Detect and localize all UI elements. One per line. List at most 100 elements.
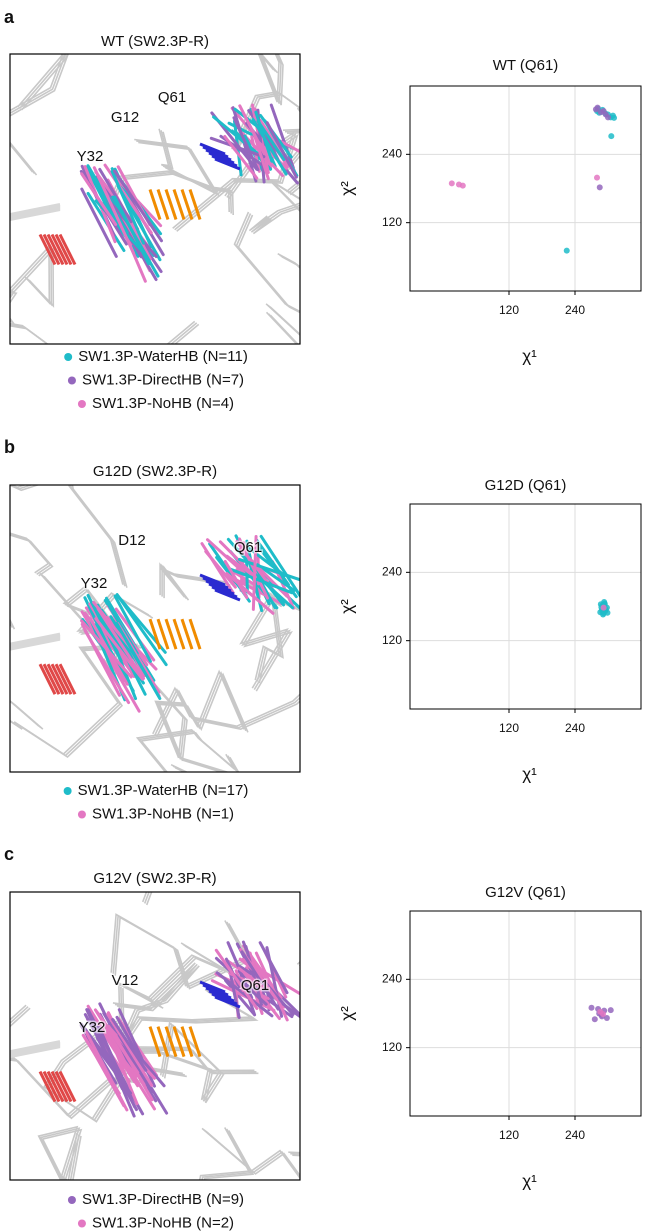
image-frame [9, 891, 301, 1181]
backbone-trace [159, 1021, 255, 1101]
residue-label: D12 [118, 532, 146, 549]
legend-label: SW1.3P-NoHB (N=1) [92, 805, 234, 822]
backbone-trace [116, 965, 200, 1034]
side-chain [237, 557, 300, 582]
side-chain [251, 117, 288, 176]
y-tick-label: 240 [382, 147, 402, 161]
residue-label: Y32 [77, 148, 104, 165]
nitrogen [211, 585, 238, 599]
backbone-trace [13, 643, 138, 756]
phosphate [188, 1026, 202, 1058]
side-chain [224, 979, 256, 1016]
backbone-trace [203, 1130, 255, 1180]
side-chain [214, 956, 268, 1006]
side-chain [212, 115, 259, 155]
side-chain [259, 534, 300, 599]
side-chain [113, 195, 151, 266]
residue-label: Q61 [241, 977, 269, 994]
side-chain [226, 566, 294, 595]
point [448, 180, 455, 187]
nitrogen [199, 573, 226, 587]
side-chain [88, 617, 129, 686]
side-chain [115, 621, 162, 700]
panel-label: b [4, 437, 15, 457]
residue-label: Q61 [158, 89, 186, 106]
backbone-trace [10, 290, 47, 344]
backbone-trace [254, 595, 300, 681]
side-chain [251, 535, 258, 611]
point [602, 111, 609, 118]
oxygen [50, 1070, 69, 1103]
molecule-image [10, 485, 300, 772]
backbone-trace [163, 1024, 259, 1104]
x-axis-label: χ¹ [522, 1171, 537, 1190]
side-chain [209, 136, 266, 159]
side-chain [106, 1012, 154, 1087]
oxygen [42, 663, 61, 695]
side-chain [103, 1024, 139, 1106]
phosphate [148, 189, 162, 220]
backbone-trace [161, 1022, 257, 1102]
backbone-trace [10, 247, 55, 308]
backbone-trace [258, 598, 300, 684]
backbone-trace [139, 732, 240, 772]
side-chain [237, 966, 265, 989]
point [600, 604, 607, 611]
residue-label: Y32 [79, 1019, 106, 1036]
backbone-trace [10, 532, 50, 574]
point [594, 174, 600, 181]
backbone-trace [288, 1151, 300, 1154]
oxygen [46, 663, 65, 695]
side-chain [96, 607, 145, 681]
oxygen [54, 233, 73, 266]
nitrogen [205, 986, 232, 1000]
side-chain [265, 121, 298, 179]
legend-label: SW1.3P-WaterHB (N=11) [78, 348, 248, 365]
residue-label: V12 [112, 972, 139, 989]
oxygen [58, 1070, 77, 1103]
side-chain [257, 140, 288, 170]
phosphate [156, 618, 170, 650]
legend-marker [77, 810, 86, 819]
backbone-trace [10, 289, 45, 343]
x-tick-label: 240 [565, 721, 585, 735]
legend-marker [67, 1196, 76, 1204]
phosphate [148, 1026, 162, 1058]
nitrogen [208, 989, 235, 1003]
point [563, 247, 570, 254]
side-chain [215, 971, 274, 1018]
oxygen [38, 663, 57, 695]
x-tick-label: 240 [565, 303, 585, 317]
phosphate [188, 618, 202, 650]
residue-label: G12 [111, 109, 139, 126]
nitrogen [202, 576, 229, 590]
oxygen [46, 1070, 65, 1103]
nitrogen [211, 154, 238, 168]
side-chain [244, 945, 263, 1006]
oxygen [46, 233, 65, 266]
legend-marker [64, 353, 73, 361]
gtp-base [10, 1045, 61, 1059]
point [588, 1004, 595, 1011]
phosphate [172, 189, 186, 220]
backbone-trace [10, 54, 67, 174]
gtp-base [10, 208, 61, 221]
backbone-trace [301, 860, 401, 968]
backbone-trace [118, 945, 232, 1009]
legend-marker [63, 787, 72, 795]
backbone-trace [10, 485, 128, 588]
side-chain [80, 172, 118, 226]
backbone-trace [267, 304, 300, 336]
nitrogen [214, 157, 241, 171]
oxygen [54, 1070, 73, 1103]
phosphate [148, 618, 162, 650]
y-axis-label: χ² [337, 181, 356, 196]
x-tick-label: 120 [499, 1128, 519, 1142]
legend-marker [77, 400, 86, 408]
backbone-trace [156, 671, 247, 760]
side-chain [258, 941, 289, 995]
backbone-trace [163, 565, 231, 601]
legend-label: SW1.3P-NoHB (N=2) [92, 1214, 234, 1231]
legend-label: SW1.3P-DirectHB (N=7) [82, 371, 244, 388]
side-chain [214, 948, 259, 1011]
